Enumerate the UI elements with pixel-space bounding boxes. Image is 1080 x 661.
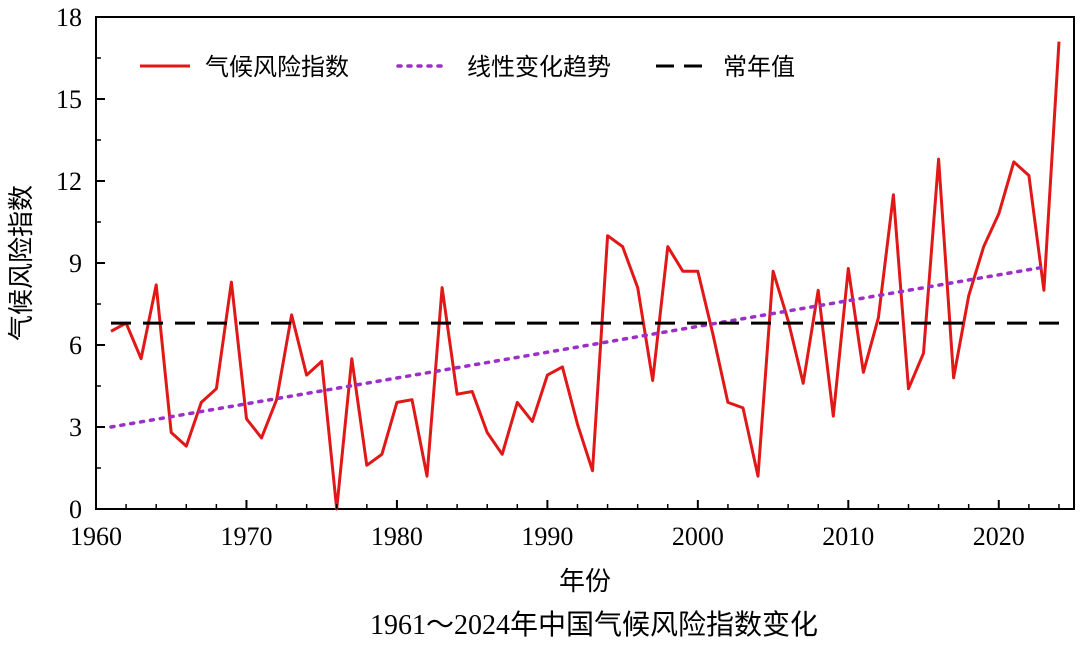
legend-label-2: 常年值: [723, 53, 795, 81]
x-tick-label: 2020: [973, 522, 1025, 551]
x-tick-label: 1990: [521, 522, 573, 551]
plot-frame: [95, 16, 1075, 510]
y-tick-label: 18: [56, 3, 82, 32]
y-tick-label: 15: [56, 85, 82, 114]
x-tick-label: 2000: [672, 522, 724, 551]
x-tick-label: 1980: [371, 522, 423, 551]
legend-label-0: 气候风险指数: [205, 53, 349, 81]
y-tick-label: 0: [69, 495, 82, 524]
y-tick-label: 9: [69, 249, 82, 278]
series-line-1: [109, 265, 1046, 429]
series-line-0: [110, 41, 1061, 511]
y-tick-label: 6: [69, 331, 82, 360]
x-axis-title: 年份: [559, 567, 611, 597]
x-tick-label: 1970: [220, 522, 272, 551]
legend-label-1: 线性变化趋势: [467, 53, 611, 81]
x-tick-label: 1960: [70, 522, 122, 551]
y-axis-title: 气候风险指数: [7, 185, 37, 341]
y-tick-label: 12: [56, 167, 82, 196]
y-tick-label: 3: [69, 413, 82, 442]
chart-caption: 1961～2024年中国气候风险指数变化: [370, 609, 818, 641]
x-tick-label: 2010: [822, 522, 874, 551]
